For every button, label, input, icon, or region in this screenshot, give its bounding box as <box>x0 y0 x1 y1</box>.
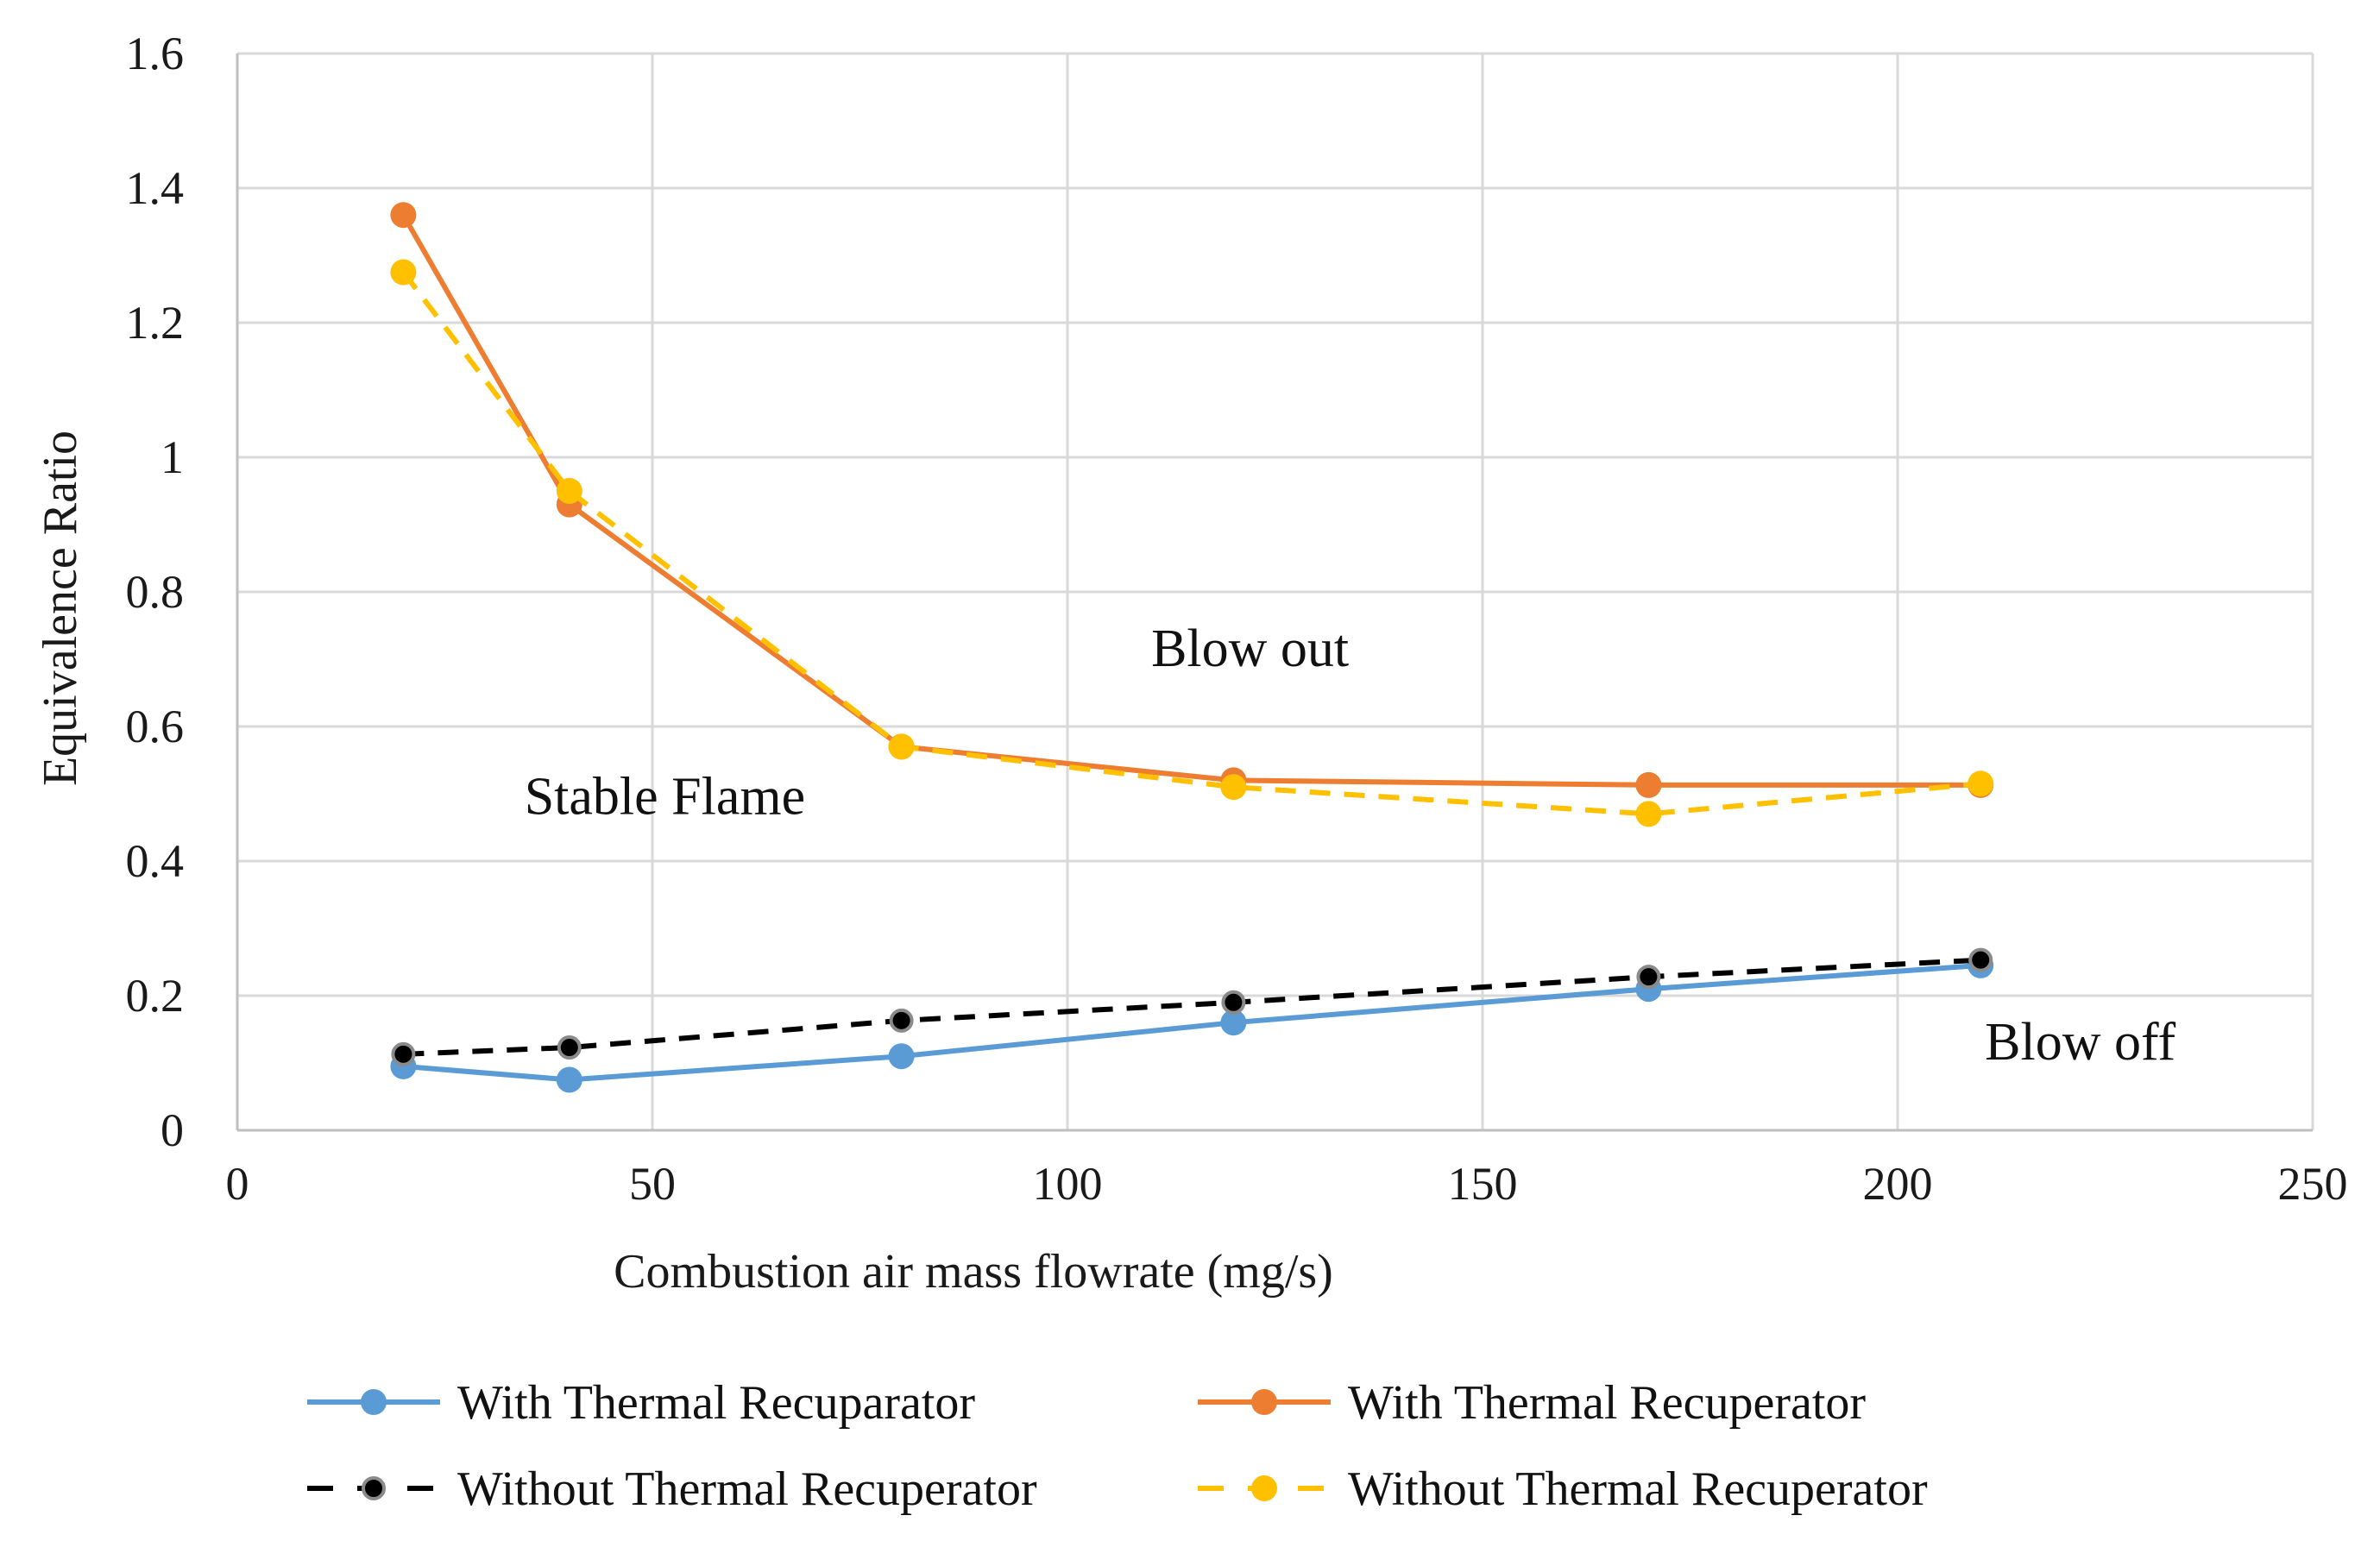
data-point-yellow <box>556 478 582 504</box>
data-point-black <box>557 1035 582 1060</box>
data-point-yellow <box>1220 774 1247 801</box>
legend: With Thermal Recuparator With Thermal Rec… <box>307 1376 1928 1516</box>
y-tick-label: 0.4 <box>126 835 185 887</box>
region-label-blowout: Blow out <box>1151 619 1349 678</box>
x-tick-label: 250 <box>2278 1158 2348 1210</box>
data-point-black <box>889 1008 914 1033</box>
y-tick-label: 0 <box>161 1104 184 1156</box>
data-point-yellow <box>1968 770 1994 797</box>
data-point-black <box>1636 965 1661 990</box>
data-point-yellow <box>390 259 417 286</box>
y-tick-label: 1 <box>161 431 184 483</box>
series-line-black <box>403 957 1981 1057</box>
annotations: Stable Flame Blow out Blow off <box>525 619 2176 1072</box>
grid <box>236 52 2314 1132</box>
data-point-yellow <box>888 733 915 760</box>
legend-marker-black <box>362 1476 386 1500</box>
region-label-stable: Stable Flame <box>525 767 805 826</box>
legend-label-yellow: Without Thermal Recuperator <box>1348 1462 1928 1516</box>
x-tick-label: 100 <box>1033 1158 1103 1210</box>
x-axis-title: Combustion air mass flowrate (mg/s) <box>614 1245 1333 1299</box>
y-axis-title: Equivalence Ratio <box>34 431 87 786</box>
legend-marker-blue <box>361 1389 387 1415</box>
y-tick-label: 1.6 <box>126 28 185 79</box>
data-point-blue <box>556 1066 582 1093</box>
x-tick-label: 150 <box>1448 1158 1518 1210</box>
series-line-blue <box>403 962 1981 1083</box>
data-point-black <box>1968 947 1993 972</box>
region-label-blowoff: Blow off <box>1985 1013 2175 1072</box>
data-point-blue <box>888 1043 915 1070</box>
series-line-orange <box>400 213 1981 788</box>
series-line-yellow <box>401 270 1981 817</box>
data-point-orange <box>390 202 417 229</box>
legend-label-blue: With Thermal Recuparator <box>457 1376 975 1430</box>
data-point-orange <box>1635 771 1662 798</box>
y-tick-label: 0.8 <box>126 566 185 618</box>
x-tick-label: 200 <box>1863 1158 1933 1210</box>
legend-label-orange: With Thermal Recuperator <box>1348 1376 1866 1430</box>
y-tick-label: 1.4 <box>126 162 185 214</box>
x-tick-label: 50 <box>629 1158 676 1210</box>
x-tick-label: 0 <box>226 1158 249 1210</box>
legend-label-black: Without Thermal Recuperator <box>457 1462 1037 1516</box>
legend-marker-orange <box>1251 1389 1277 1415</box>
y-tick-label: 1.2 <box>126 297 185 349</box>
data-point-black <box>1221 990 1246 1015</box>
data-point-yellow <box>1635 801 1662 827</box>
y-tick-label: 0.2 <box>126 970 185 1022</box>
data-point-black <box>391 1041 416 1066</box>
y-tick-label: 0.6 <box>126 701 185 752</box>
series-layer <box>390 202 1994 1093</box>
data-point-blue <box>1220 1009 1247 1036</box>
axes: 0 0.2 0.4 0.6 0.8 1 1.2 1.4 1.6 0 50 100 150 200 250 <box>126 28 2348 1210</box>
legend-marker-yellow <box>1251 1475 1277 1501</box>
